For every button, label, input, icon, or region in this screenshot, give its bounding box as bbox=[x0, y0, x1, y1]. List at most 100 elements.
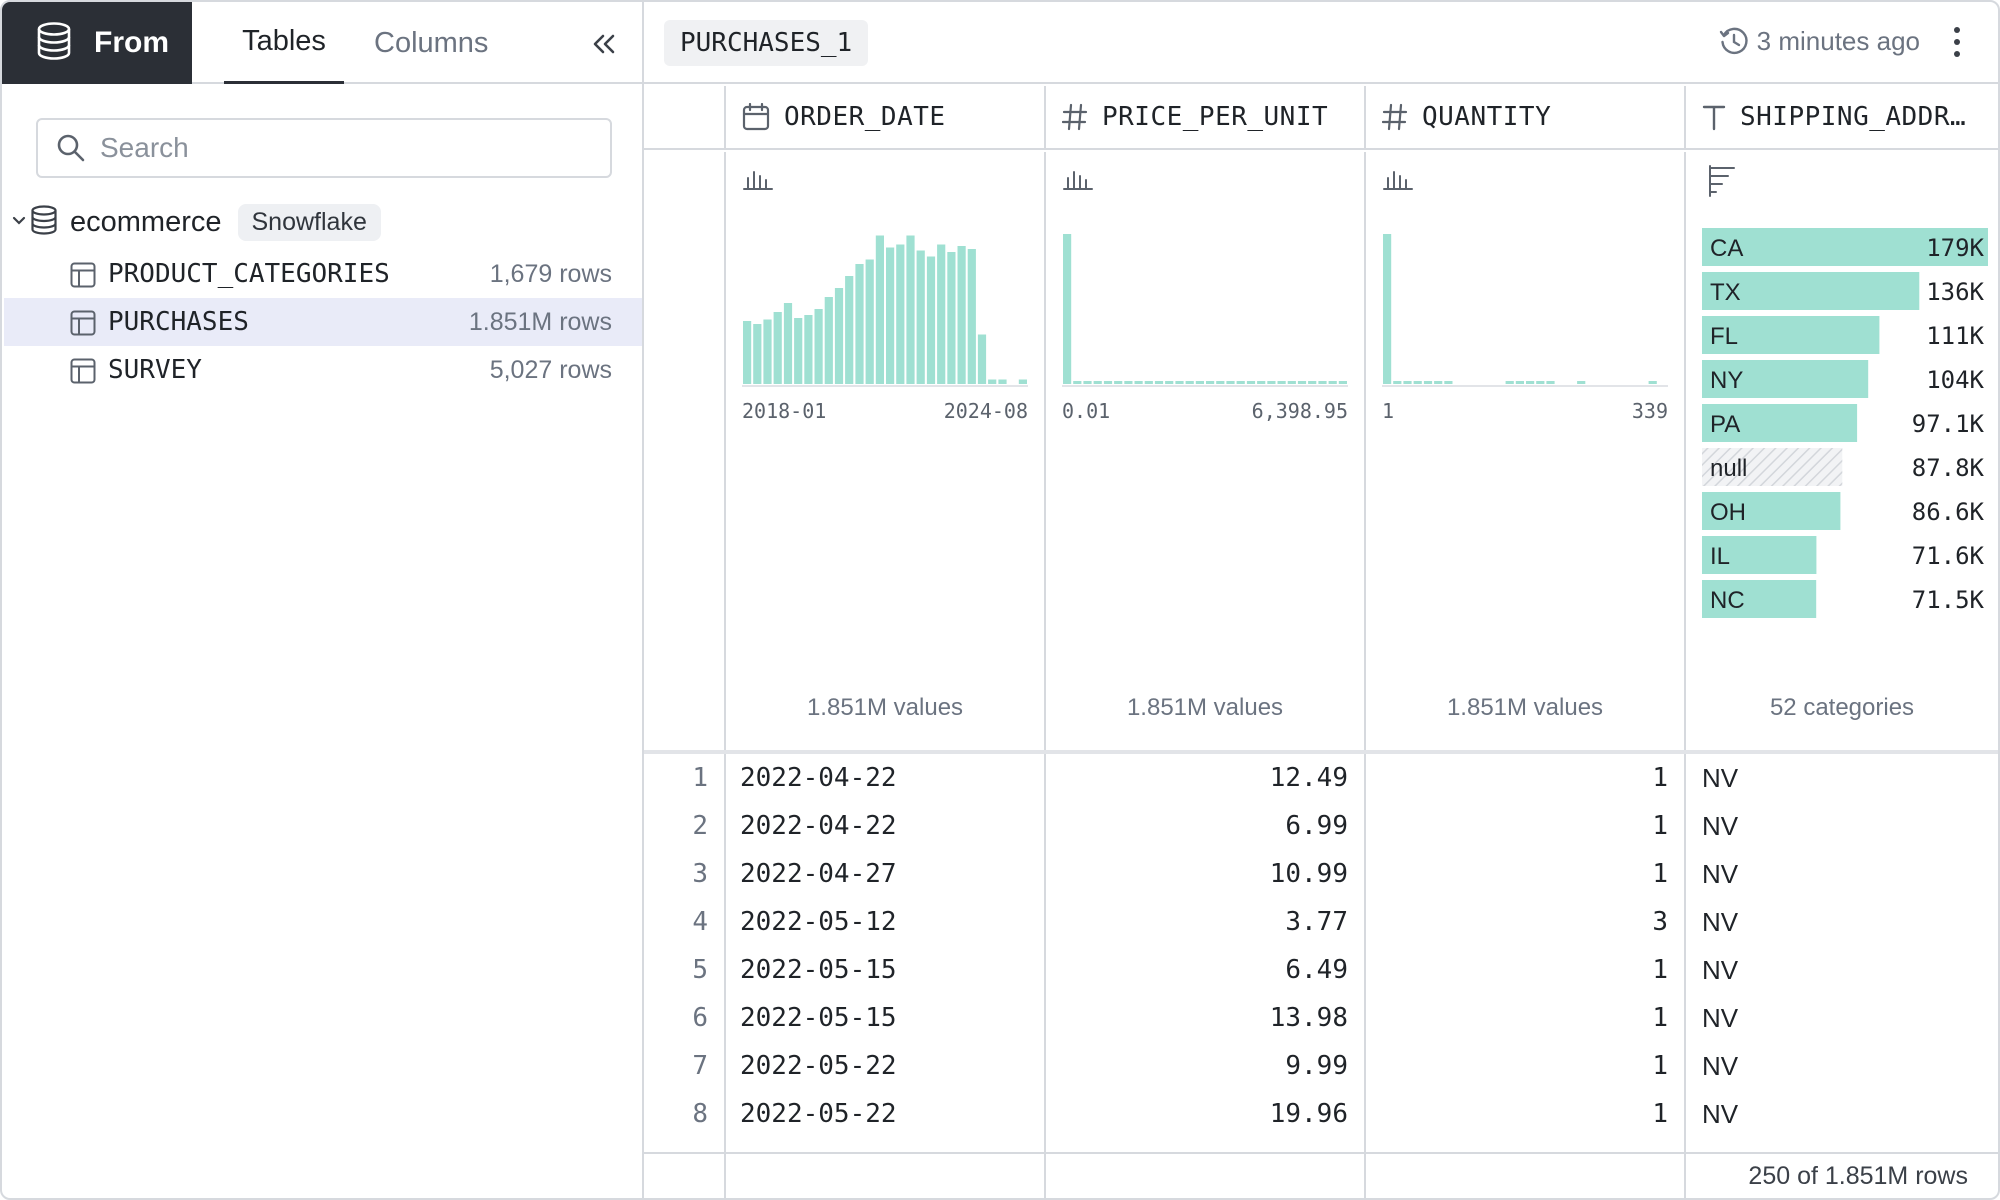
column-header-quantity[interactable]: QUANTITY bbox=[1366, 86, 1686, 150]
last-updated: 3 minutes ago bbox=[1719, 26, 1920, 57]
cell-order-date: 2022-04-22 bbox=[740, 763, 897, 793]
histogram-bar bbox=[1195, 381, 1204, 384]
category-bar[interactable] bbox=[1702, 316, 1880, 354]
category-label: IL bbox=[1710, 543, 1730, 570]
chevron-down-icon[interactable] bbox=[12, 213, 30, 231]
category-bar[interactable] bbox=[1702, 492, 1841, 530]
column-name: ORDER_DATE bbox=[784, 102, 946, 132]
category-bar[interactable] bbox=[1702, 536, 1817, 574]
category-bar[interactable] bbox=[1702, 580, 1817, 618]
table-row[interactable]: 3 2022-04-27 10.99 1 NV bbox=[644, 850, 1998, 898]
histogram-bar bbox=[957, 246, 966, 384]
table-item-purchases[interactable]: PURCHASES 1.851M rows bbox=[4, 298, 642, 346]
histogram-bar bbox=[814, 309, 823, 384]
cell-price-per-unit: 6.99 bbox=[1285, 811, 1348, 841]
histogram-bar bbox=[1175, 381, 1184, 384]
table-row[interactable]: 5 2022-05-15 6.49 1 NV bbox=[644, 946, 1998, 994]
sort-bars-icon bbox=[1709, 165, 1735, 197]
search-box[interactable] bbox=[36, 118, 612, 178]
histogram-bar bbox=[1063, 234, 1072, 384]
column-header-price-per-unit[interactable]: PRICE_PER_UNIT bbox=[1046, 86, 1366, 150]
cell-shipping-address: NV bbox=[1702, 954, 1739, 985]
cell-order-date: 2022-04-22 bbox=[740, 811, 897, 841]
histogram-bar bbox=[1318, 381, 1327, 384]
cell-quantity: 1 bbox=[1652, 1003, 1668, 1033]
tab-columns[interactable]: Columns bbox=[374, 26, 489, 59]
histogram-bar bbox=[783, 303, 793, 384]
cell-order-date: 2022-05-15 bbox=[740, 1003, 897, 1033]
tab-tables[interactable]: Tables bbox=[224, 2, 344, 84]
database-row[interactable]: ecommerce Snowflake bbox=[12, 200, 632, 244]
table-row[interactable]: 1 2022-04-22 12.49 1 NV bbox=[644, 754, 1998, 802]
table-item-product-categories[interactable]: PRODUCT_CATEGORIES 1,679 rows bbox=[4, 250, 642, 298]
category-bar[interactable] bbox=[1702, 272, 1920, 310]
histogram-bar bbox=[1423, 381, 1433, 384]
column-divider bbox=[1684, 754, 1686, 1198]
cell-price-per-unit: 9.99 bbox=[1285, 1051, 1348, 1081]
database-name: ecommerce bbox=[70, 205, 222, 238]
category-value: 71.5K bbox=[1912, 586, 1985, 614]
category-value: 87.8K bbox=[1912, 454, 1985, 482]
table-icon bbox=[70, 262, 96, 293]
cell-quantity: 1 bbox=[1652, 763, 1668, 793]
cell-quantity: 3 bbox=[1652, 907, 1668, 937]
cell-shipping-address: NV bbox=[1702, 762, 1739, 793]
category-bar[interactable] bbox=[1702, 404, 1858, 442]
cell-quantity: 1 bbox=[1652, 1051, 1668, 1081]
table-row[interactable]: 6 2022-05-15 13.98 1 NV bbox=[644, 994, 1998, 1042]
calendar-icon bbox=[742, 103, 770, 131]
histogram-bar bbox=[763, 319, 772, 384]
cell-price-per-unit: 10.99 bbox=[1269, 859, 1348, 889]
search-icon bbox=[57, 134, 85, 162]
histogram-bar bbox=[1267, 381, 1276, 384]
row-number: 7 bbox=[692, 1051, 708, 1081]
category-value: 111K bbox=[1926, 322, 1984, 350]
category-label: TX bbox=[1710, 279, 1741, 306]
summary-shipping-address: CA 179K TX 136K FL 111K NY 104K PA 97.1K null 87.8K… bbox=[1686, 152, 1998, 752]
row-number: 6 bbox=[692, 1003, 708, 1033]
histogram-bar bbox=[1165, 381, 1174, 384]
histogram-bar bbox=[937, 244, 946, 384]
column-divider bbox=[724, 754, 726, 1198]
table-row[interactable]: 4 2022-05-12 3.77 3 NV bbox=[644, 898, 1998, 946]
database-icon bbox=[36, 21, 72, 65]
category-value: 97.1K bbox=[1912, 410, 1985, 438]
right-panel: PURCHASES_1 3 minutes ago ORDER_DATE PRI bbox=[644, 2, 1998, 1198]
column-header-order-date[interactable]: ORDER_DATE bbox=[726, 86, 1046, 150]
histogram-bar bbox=[906, 235, 915, 384]
histogram-bar bbox=[967, 249, 976, 384]
column-header-shipping-address[interactable]: SHIPPING_ADDR… bbox=[1686, 86, 1998, 150]
cell-order-date: 2022-05-22 bbox=[740, 1099, 897, 1129]
left-panel: From Tables Columns bbox=[2, 2, 644, 1198]
collapse-panel-button[interactable] bbox=[586, 26, 622, 62]
table-row[interactable]: 2 2022-04-22 6.99 1 NV bbox=[644, 802, 1998, 850]
histogram-bar bbox=[1536, 381, 1545, 384]
table-item-survey[interactable]: SURVEY 5,027 rows bbox=[4, 346, 642, 394]
histogram-bar bbox=[1246, 381, 1256, 384]
histogram-bar bbox=[865, 259, 874, 384]
category-bar[interactable] bbox=[1702, 228, 1988, 266]
from-button[interactable]: From bbox=[2, 2, 192, 84]
category-value: 136K bbox=[1926, 278, 1984, 306]
histogram-bar bbox=[1648, 381, 1657, 384]
more-options-button[interactable] bbox=[1942, 22, 1972, 62]
histogram-bar bbox=[875, 235, 884, 384]
table-row[interactable]: 8 2022-05-22 19.96 1 NV bbox=[644, 1090, 1998, 1138]
table-row[interactable]: 7 2022-05-22 9.99 1 NV bbox=[644, 1042, 1998, 1090]
histogram-bar bbox=[1134, 381, 1143, 384]
histogram-bar bbox=[1124, 381, 1133, 384]
histogram-bar bbox=[1018, 379, 1027, 384]
last-updated-text: 3 minutes ago bbox=[1756, 26, 1920, 56]
histogram-bar bbox=[1103, 381, 1113, 384]
category-bar[interactable] bbox=[1702, 360, 1869, 398]
row-number: 1 bbox=[692, 763, 708, 793]
histogram-chart: 2018-01 2024-08 bbox=[742, 171, 1028, 422]
histogram-bar bbox=[916, 250, 925, 384]
histogram-bar bbox=[1093, 381, 1102, 384]
search-input[interactable] bbox=[100, 132, 580, 164]
histogram-bar bbox=[855, 264, 864, 384]
category-bar[interactable] bbox=[1702, 448, 1843, 486]
table-name-chip[interactable]: PURCHASES_1 bbox=[664, 20, 869, 66]
column-name: SHIPPING_ADDR… bbox=[1740, 102, 1967, 132]
